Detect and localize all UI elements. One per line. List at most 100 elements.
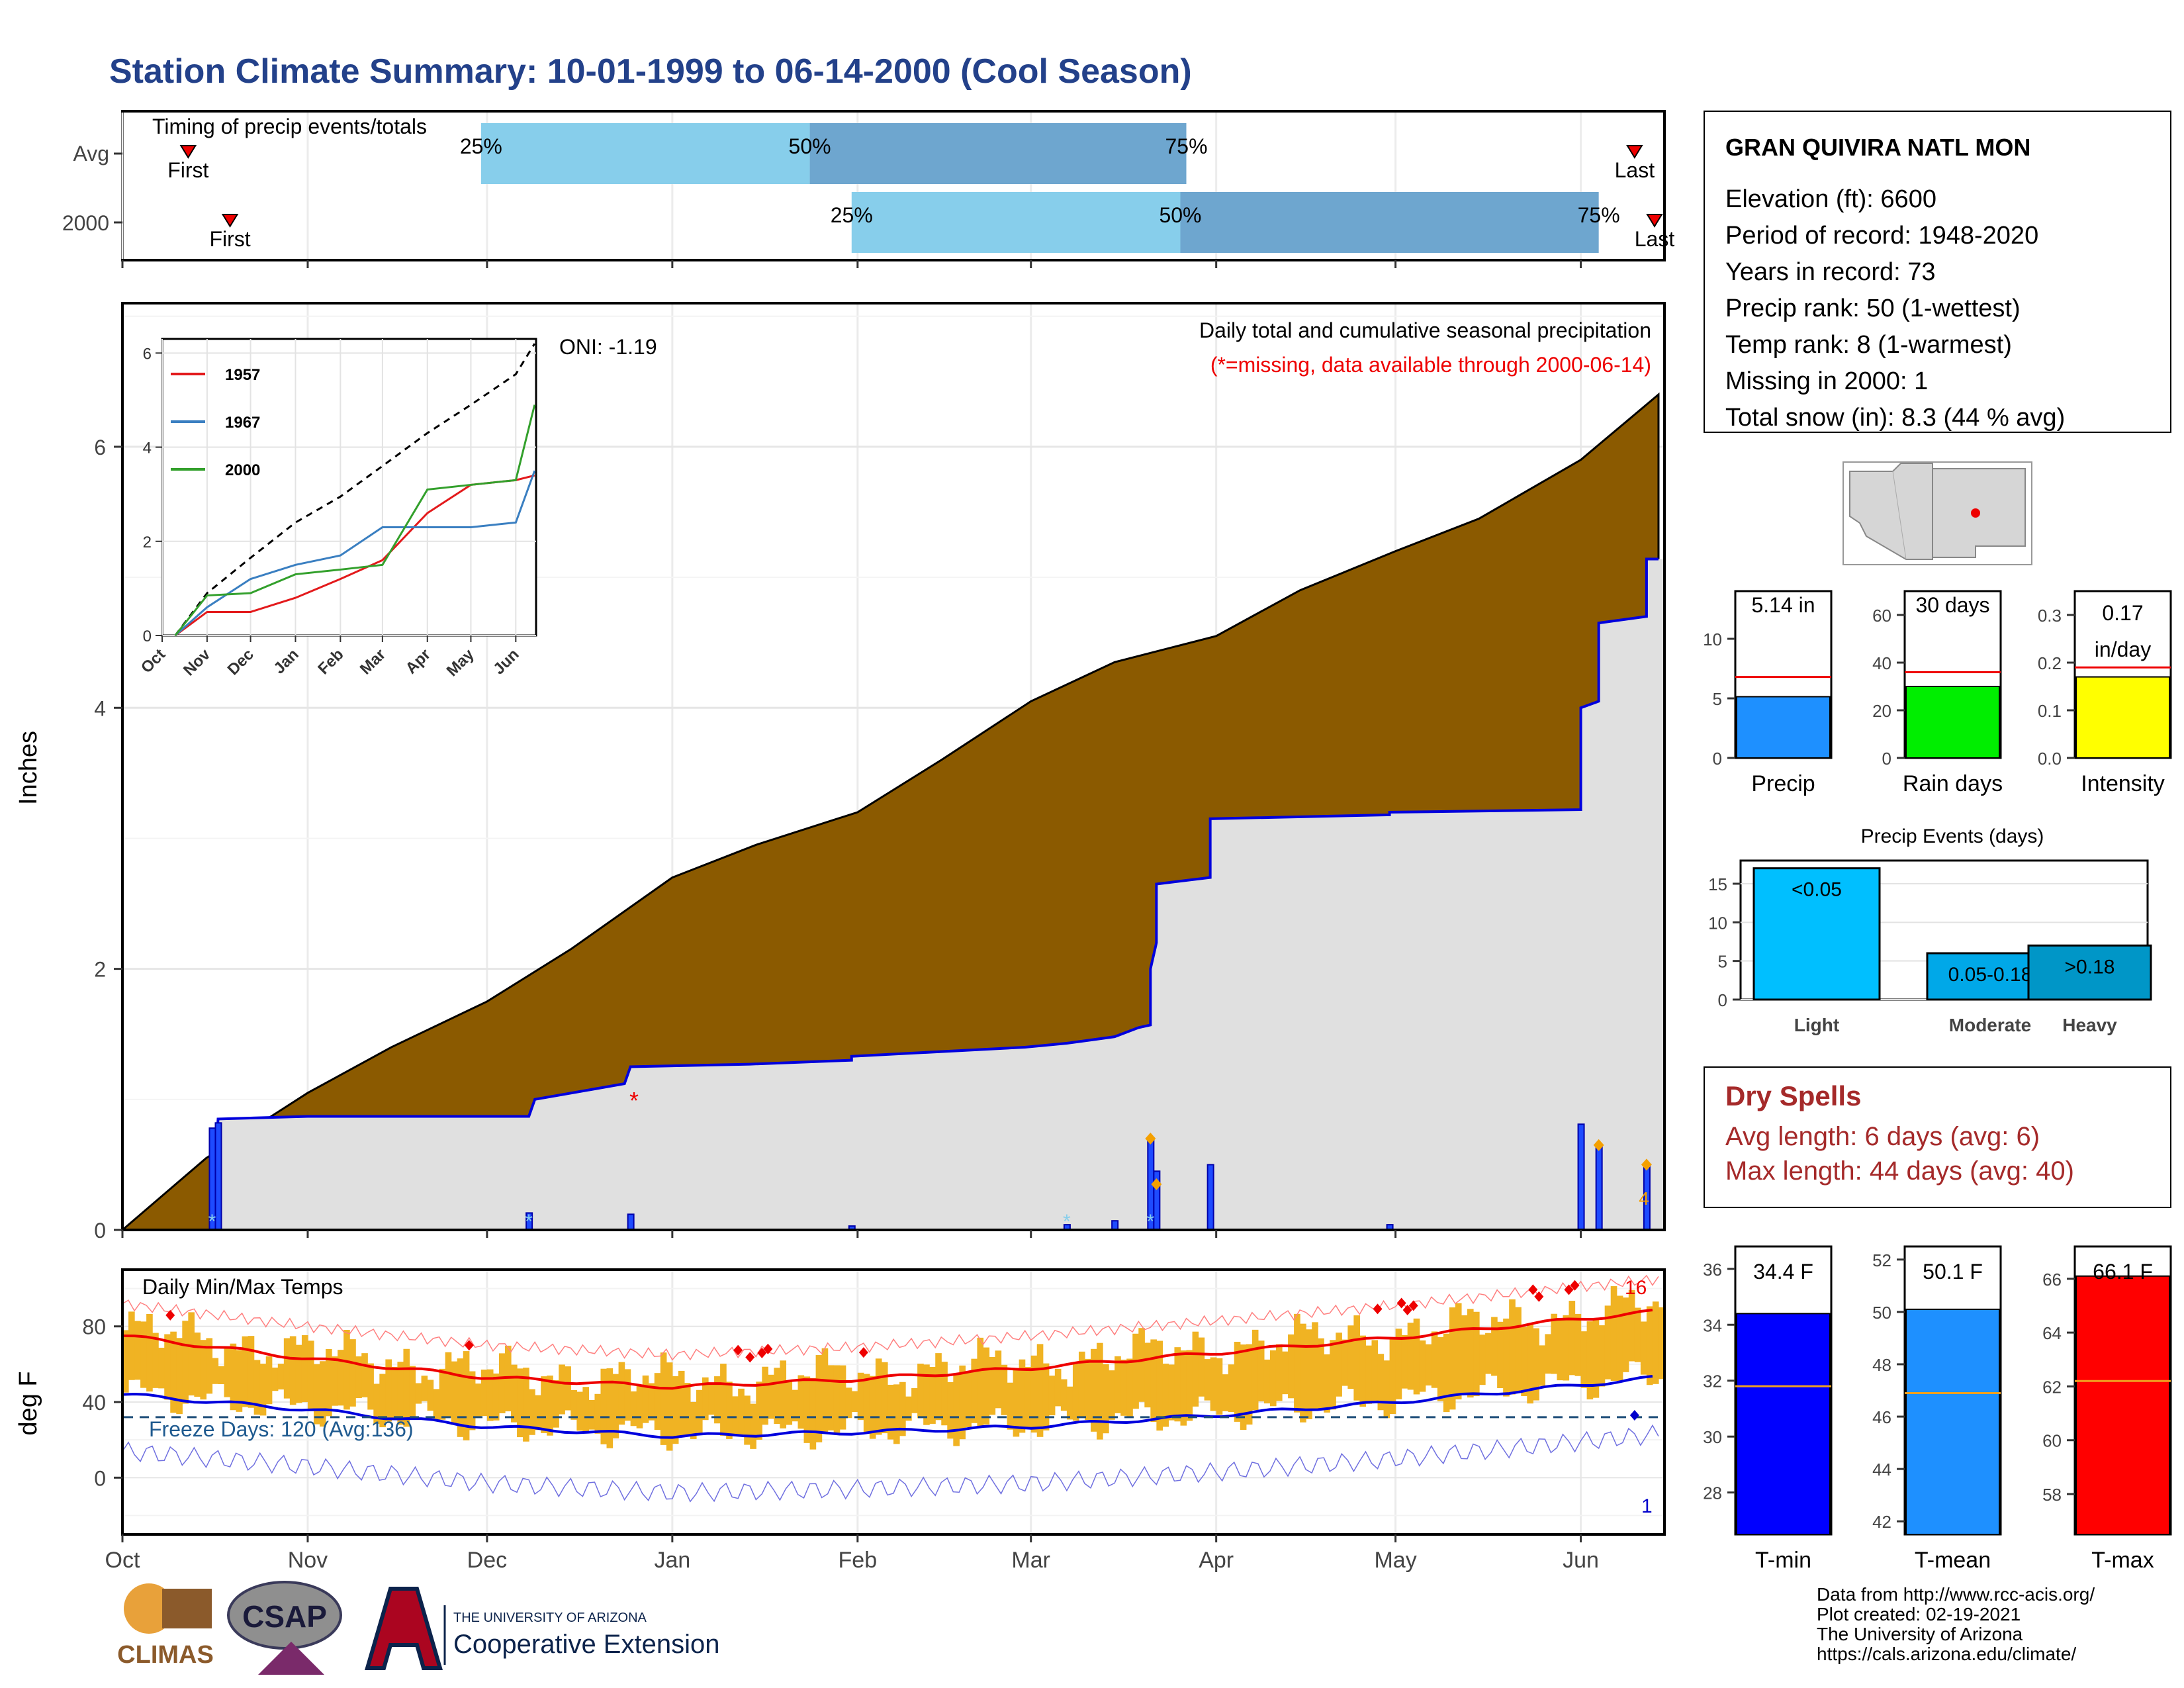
- daily-temp-bar: [194, 1333, 201, 1397]
- daily-temp-bar: [1216, 1358, 1223, 1415]
- daily-temp-bar: [1485, 1333, 1492, 1374]
- daily-temp-bar: [313, 1364, 320, 1425]
- daily-temp-bar: [600, 1368, 608, 1444]
- daily-temp-bar: [1030, 1355, 1038, 1433]
- temp-bar-ytick-label: 42: [1872, 1512, 1891, 1532]
- temp-bar-value-label: 34.4 F: [1753, 1260, 1813, 1284]
- timing-label-25: 25%: [460, 134, 502, 158]
- daily-temp-bar: [1275, 1344, 1283, 1401]
- daily-temp-bar: [511, 1364, 518, 1423]
- daily-temp-bar: [1162, 1363, 1169, 1427]
- daily-temp-bar: [570, 1389, 577, 1420]
- daily-temp-bar: [176, 1338, 183, 1415]
- mini-bar-ytick-label: 40: [1872, 653, 1891, 673]
- daily-temp-bar: [301, 1335, 308, 1403]
- station-line-4: Temp rank: 8 (1-warmest): [1725, 331, 2012, 359]
- daily-temp-bar: [1054, 1368, 1062, 1407]
- daily-temp-bar: [1389, 1337, 1396, 1414]
- daily-temp-bar: [373, 1383, 380, 1425]
- daily-temp-bar: [774, 1368, 781, 1425]
- record-high-marker: [733, 1344, 743, 1356]
- daily-temp-bar: [911, 1388, 918, 1413]
- daily-temp-bar: [529, 1389, 535, 1435]
- daily-temp-bar: [1156, 1340, 1163, 1431]
- daily-temp-bar: [1419, 1340, 1426, 1392]
- daily-temp-bar: [1120, 1359, 1127, 1416]
- daily-temp-bar: [433, 1389, 440, 1420]
- daily-temp-bar: [295, 1344, 302, 1403]
- daily-temp-bar: [1509, 1299, 1516, 1395]
- daily-temp-bar: [403, 1348, 410, 1427]
- daily-temp-bar: [887, 1384, 894, 1440]
- daily-temp-bar: [338, 1350, 344, 1406]
- daily-temp-bar: [1497, 1321, 1504, 1389]
- daily-temp-bar: [684, 1383, 691, 1436]
- daily-temp-bar: [576, 1391, 583, 1431]
- daily-temp-bar: [845, 1387, 852, 1419]
- daily-temp-bar: [839, 1365, 846, 1430]
- daily-temp-bar: [415, 1383, 422, 1404]
- daily-temp-bar: [541, 1376, 547, 1433]
- daily-temp-bar: [1234, 1341, 1241, 1422]
- daily-temp-bar: [881, 1362, 888, 1434]
- daily-temp-bar: [1359, 1335, 1367, 1407]
- daily-temp-bar: [1330, 1340, 1336, 1410]
- daily-temp-bar: [1479, 1335, 1486, 1385]
- missing-marker: *: [629, 1087, 639, 1114]
- daily-temp-bar: [152, 1333, 159, 1388]
- temp-bar-ytick-label: 52: [1872, 1250, 1891, 1270]
- daily-temp-bar: [714, 1376, 721, 1424]
- events-ytick-label: 0: [1718, 990, 1727, 1010]
- record-high-marker: [763, 1343, 773, 1354]
- record-high-marker: [464, 1340, 474, 1351]
- daily-temp-bar: [277, 1364, 285, 1389]
- daily-temp-bar: [726, 1382, 733, 1439]
- daily-temp-bar: [803, 1376, 811, 1443]
- daily-temp-bar: [439, 1368, 446, 1420]
- daily-temp-bar: [1103, 1364, 1109, 1434]
- daily-temp-bar: [1431, 1331, 1438, 1388]
- timing-row-label-2000: 2000: [62, 211, 109, 235]
- climas-logo: CLIMAS: [117, 1583, 214, 1669]
- daily-temp-bar: [1413, 1318, 1420, 1395]
- events-ytick-label: 15: [1708, 874, 1727, 894]
- daily-temp-bar: [559, 1364, 565, 1415]
- timing-row-label-avg: Avg: [73, 142, 109, 165]
- daily-temp-bar: [780, 1360, 787, 1429]
- footer-line-1: Plot created: 02-19-2021: [1817, 1604, 2021, 1624]
- timing-label-75: 75%: [1165, 134, 1207, 158]
- month-label: Jan: [654, 1548, 690, 1573]
- daily-temp-bar: [565, 1366, 571, 1411]
- temp-bar-ytick-label: 58: [2042, 1485, 2062, 1505]
- daily-temp-bar: [349, 1339, 356, 1407]
- daily-temp-bar: [1138, 1328, 1145, 1402]
- mini-bar-ytick-label: 0.2: [2038, 653, 2062, 673]
- daily-temp-bar: [355, 1356, 362, 1399]
- daily-temp-bar: [1013, 1369, 1020, 1437]
- daily-temp-bar: [445, 1352, 452, 1418]
- daily-temp-bar: [265, 1356, 273, 1405]
- record-high-marker: [1564, 1284, 1574, 1295]
- daily-temp-bar: [1604, 1305, 1612, 1380]
- daily-temp-bar: [535, 1395, 541, 1430]
- daily-temp-bar: [654, 1373, 661, 1430]
- footer-line-2: The University of Arizona: [1817, 1624, 2023, 1644]
- mini-bar-value-label: 0.17: [2102, 601, 2143, 625]
- timing-title: Timing of precip events/totals: [152, 115, 427, 138]
- daily-temp-bar: [929, 1366, 936, 1424]
- daily-temp-bar: [140, 1321, 147, 1388]
- mini-bar-ytick-label: 10: [1703, 630, 1722, 649]
- daily-temp-bar: [343, 1329, 350, 1410]
- daily-temp-bar: [863, 1374, 870, 1434]
- daily-temp-bar: [1204, 1359, 1211, 1401]
- temp-bar-ytick-label: 60: [2042, 1431, 2062, 1451]
- daily-temp-bar: [236, 1350, 243, 1412]
- daily-temp-bar: [1109, 1370, 1115, 1420]
- record-high-marker: [1570, 1280, 1580, 1291]
- daily-temp-bar: [307, 1340, 314, 1412]
- daily-temp-bar: [1616, 1295, 1623, 1382]
- inset-legend-label: 2000: [225, 461, 260, 479]
- daily-temp-bar: [738, 1388, 745, 1436]
- climas-logo-block: [162, 1589, 212, 1628]
- daily-temp-bar: [636, 1385, 643, 1429]
